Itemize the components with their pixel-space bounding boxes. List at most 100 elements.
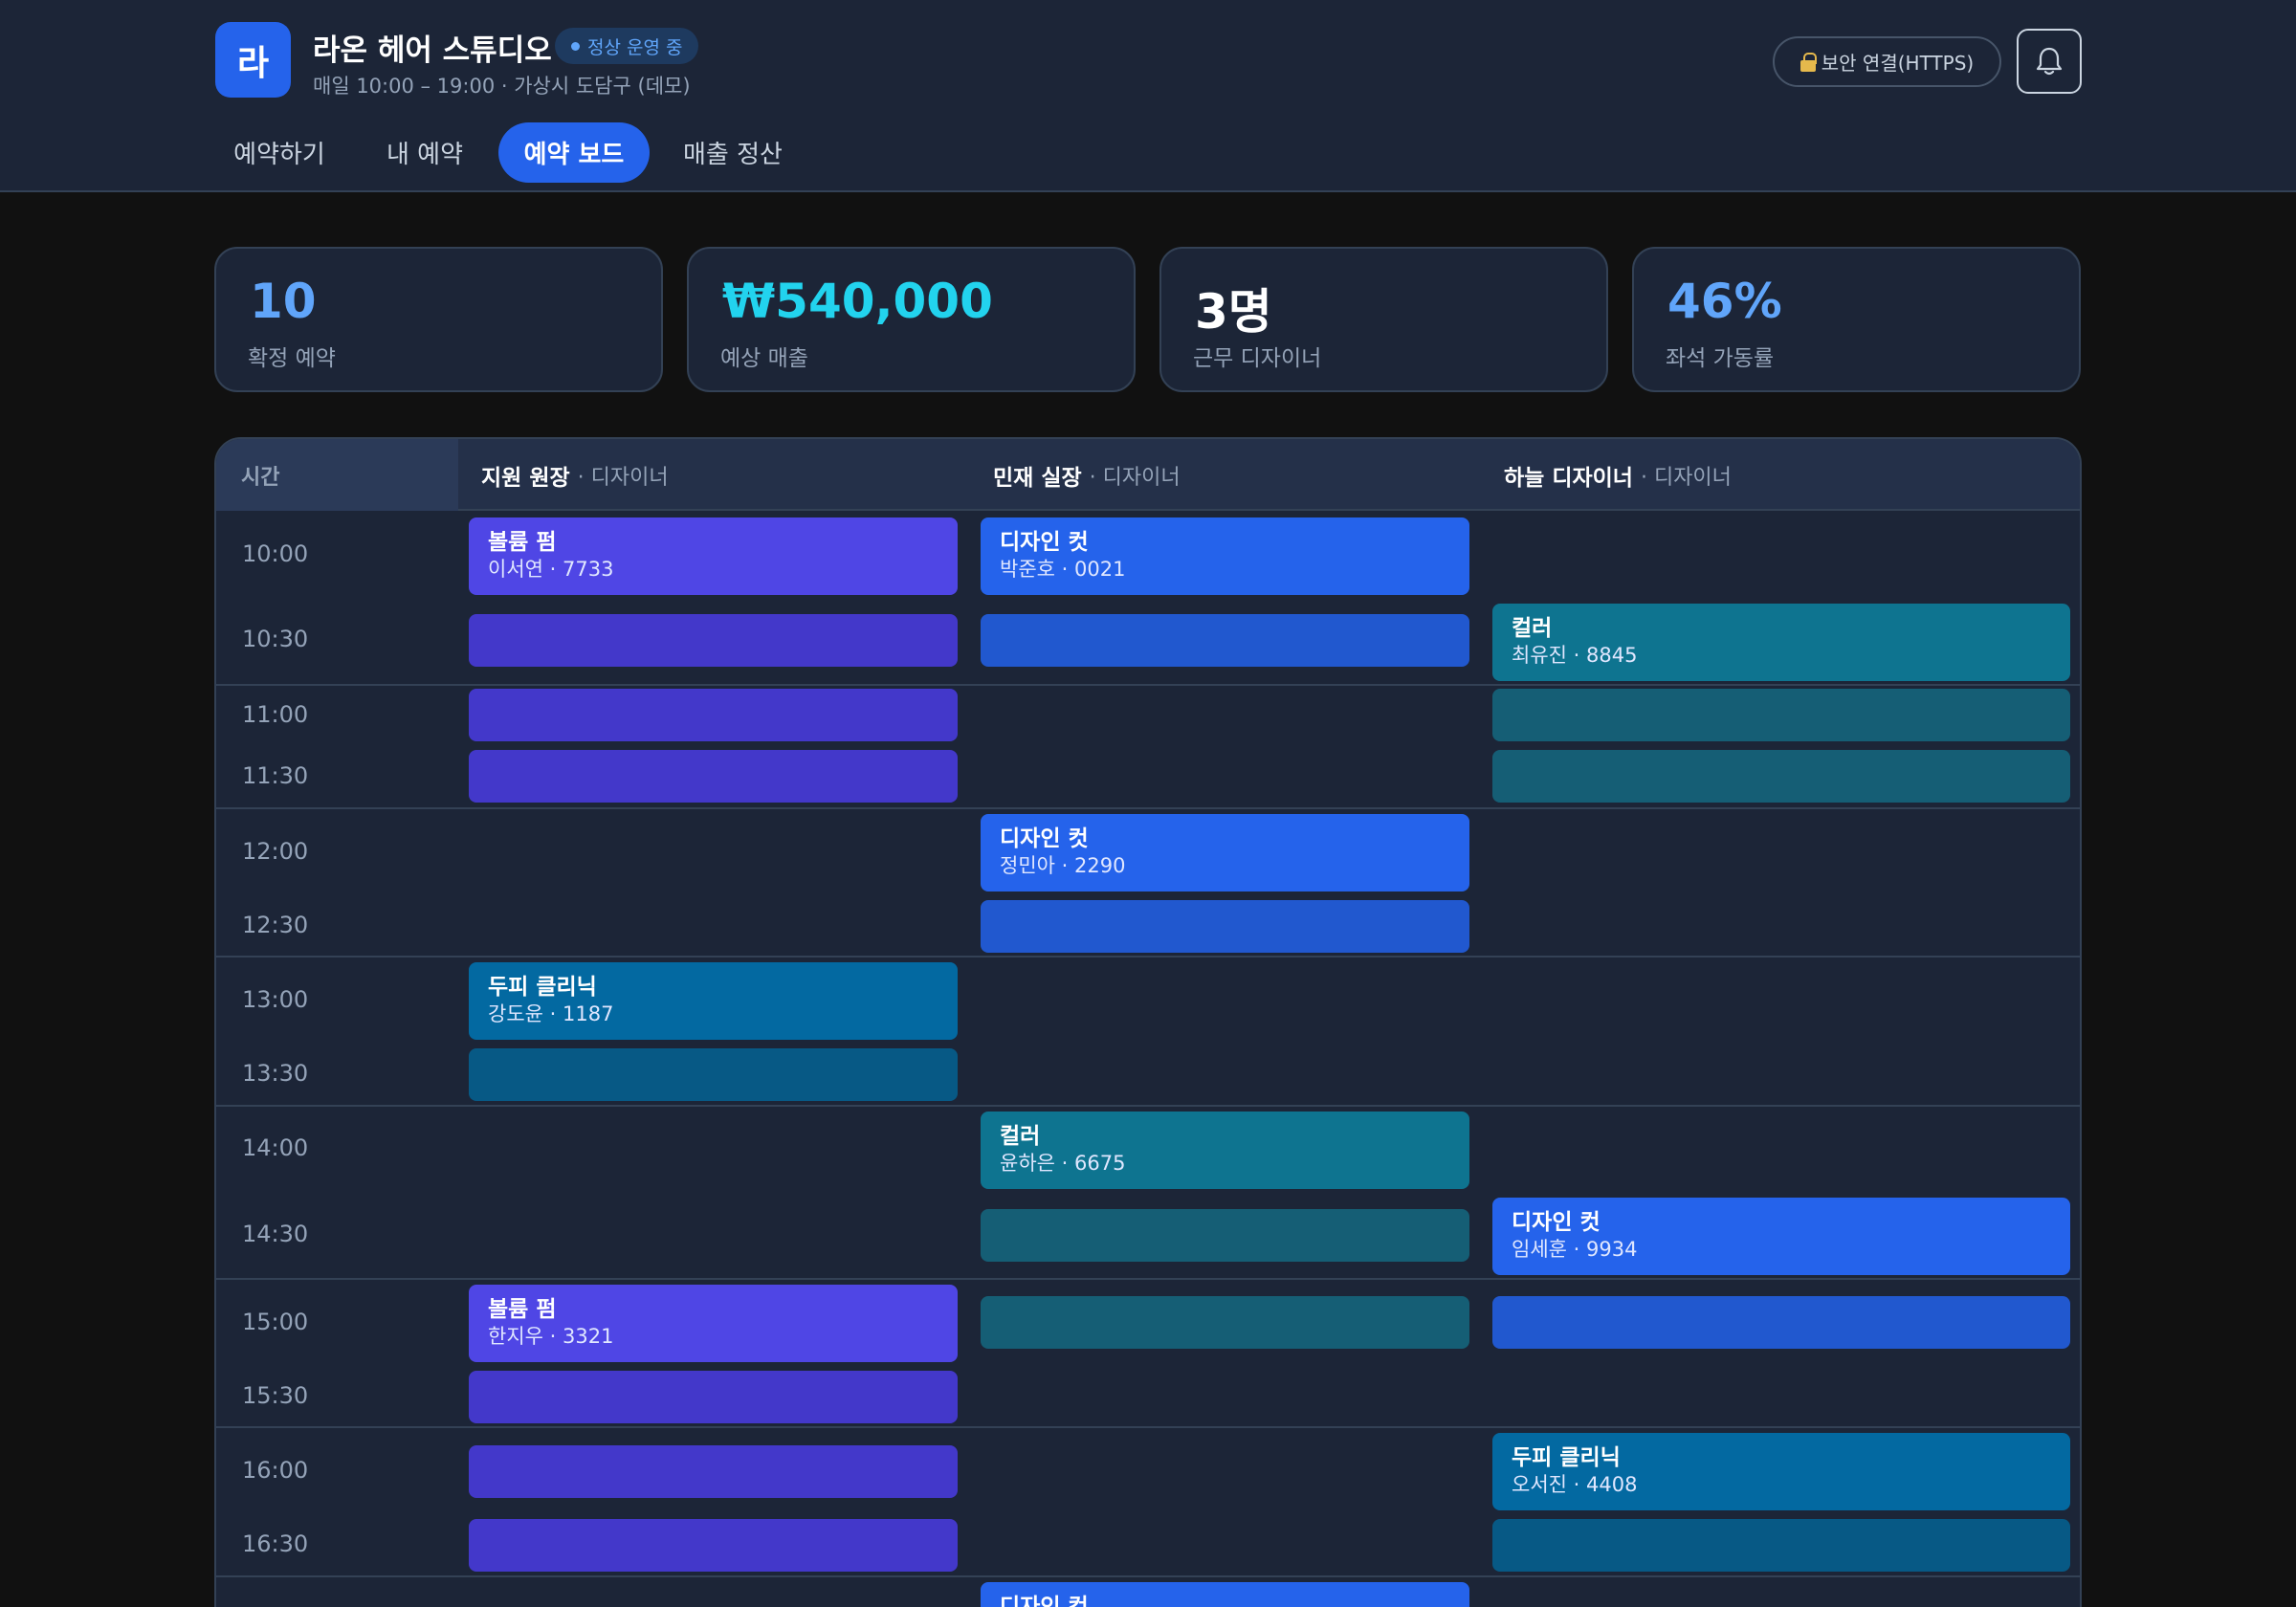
- board-header: 시간 지원 원장 · 디자이너 민재 실장 · 디자이너 하늘 디자이너 · 디…: [216, 439, 2080, 511]
- appointment-customer: 이서연 · 7733: [488, 558, 614, 581]
- app-header: 라 라온 헤어 스튜디오 정상 운영 중 매일 10:00 – 19:00 · …: [0, 0, 2296, 192]
- time-label: 16:00: [242, 1457, 309, 1484]
- stat-label: 확정 예약: [248, 346, 336, 371]
- stat-label: 근무 디자이너: [1193, 346, 1322, 371]
- designer-header: 하늘 디자이너 · 디자이너: [1504, 439, 1732, 511]
- appointment-customer: 최유진 · 8845: [1512, 644, 1638, 667]
- stat-label: 좌석 가동률: [1666, 346, 1775, 371]
- appointment-continuation[interactable]: [469, 689, 958, 741]
- appointment-continuation[interactable]: [469, 614, 958, 667]
- appointment-card[interactable]: 볼륨 펌 이서연 · 7733: [469, 517, 958, 595]
- secure-connection-label: 보안 연결(HTTPS): [1821, 52, 1975, 75]
- appointment-service: 디자인 컷: [1000, 1595, 1089, 1607]
- appointment-customer: 임세훈 · 9934: [1512, 1238, 1638, 1261]
- status-dot-icon: [571, 41, 580, 51]
- designer-role: · 디자이너: [577, 465, 669, 490]
- status-badge: 정상 운영 중: [555, 28, 699, 64]
- secure-connection-pill: 보안 연결(HTTPS): [1773, 36, 2001, 87]
- time-label: 13:30: [242, 1060, 309, 1087]
- designer-header: 민재 실장 · 디자이너: [993, 439, 1181, 511]
- hour-divider: [216, 1105, 2080, 1107]
- appointment-service: 컬러: [1512, 616, 1553, 641]
- hour-divider: [216, 807, 2080, 809]
- appointment-continuation[interactable]: [469, 1048, 958, 1101]
- notifications-button[interactable]: [2017, 29, 2082, 94]
- designer-name: 지원 원장: [481, 465, 570, 491]
- stat-value: 10: [250, 274, 317, 329]
- stat-label: 예상 매출: [720, 346, 808, 371]
- designer-name: 하늘 디자이너: [1504, 465, 1633, 491]
- time-label: 14:00: [242, 1134, 309, 1161]
- appointment-card[interactable]: 디자인 컷 임세훈 · 9934: [1492, 1198, 2070, 1275]
- appointment-customer: 강도윤 · 1187: [488, 1002, 614, 1025]
- time-label: 14:30: [242, 1221, 309, 1247]
- shop-name: 라온 헤어 스튜디오: [313, 33, 552, 68]
- tab-my-bookings[interactable]: 내 예약: [386, 141, 464, 169]
- appointment-service: 컬러: [1000, 1124, 1041, 1149]
- appointment-card[interactable]: 컬러 윤하은 · 6675: [981, 1112, 1469, 1189]
- appointment-card[interactable]: 두피 클리닉 강도윤 · 1187: [469, 962, 958, 1040]
- appointment-card[interactable]: 두피 클리닉 오서진 · 4408: [1492, 1433, 2070, 1510]
- appointment-service: 디자인 컷: [1000, 530, 1089, 555]
- time-label: 11:30: [242, 762, 309, 789]
- time-label: 12:00: [242, 838, 309, 865]
- appointment-continuation[interactable]: [469, 750, 958, 803]
- tab-sales-settlement[interactable]: 매출 정산: [683, 141, 783, 169]
- status-badge-label: 정상 운영 중: [587, 36, 683, 58]
- stat-value: 3명: [1195, 284, 1272, 340]
- appointment-continuation[interactable]: [1492, 689, 2070, 741]
- time-label: 10:00: [242, 540, 309, 567]
- appointment-card[interactable]: 디자인 컷: [981, 1582, 1469, 1607]
- appointment-service: 두피 클리닉: [488, 975, 597, 1000]
- appointment-customer: 박준호 · 0021: [1000, 558, 1126, 581]
- time-label: 15:00: [242, 1309, 309, 1335]
- appointment-service: 볼륨 펌: [488, 1297, 557, 1322]
- appointment-customer: 정민아 · 2290: [1000, 854, 1126, 877]
- time-label: 16:30: [242, 1530, 309, 1557]
- hour-divider: [216, 1426, 2080, 1428]
- appointment-continuation[interactable]: [981, 1296, 1469, 1349]
- time-label: 10:30: [242, 626, 309, 652]
- time-label: 12:30: [242, 912, 309, 938]
- shop-logo: 라: [215, 22, 291, 98]
- appointment-continuation[interactable]: [469, 1519, 958, 1572]
- stat-value: ₩540,000: [722, 274, 993, 329]
- lock-icon: [1799, 52, 1817, 72]
- appointment-continuation[interactable]: [981, 1209, 1469, 1262]
- time-label: 13:00: [242, 986, 309, 1013]
- hour-divider: [216, 1278, 2080, 1280]
- appointment-service: 두피 클리닉: [1512, 1445, 1621, 1470]
- tab-booking-board[interactable]: 예약 보드: [498, 122, 650, 183]
- stat-card-confirmed: 10 확정 예약: [214, 247, 663, 392]
- appointment-service: 볼륨 펌: [488, 530, 557, 555]
- appointment-customer: 윤하은 · 6675: [1000, 1152, 1126, 1175]
- appointment-card[interactable]: 볼륨 펌 한지우 · 3321: [469, 1285, 958, 1362]
- appointment-continuation[interactable]: [981, 614, 1469, 667]
- shop-meta: 매일 10:00 – 19:00 · 가상시 도담구 (데모): [313, 75, 691, 98]
- designer-role: · 디자이너: [1640, 465, 1732, 490]
- hour-divider: [216, 956, 2080, 958]
- hour-divider: [216, 1575, 2080, 1577]
- appointment-continuation[interactable]: [469, 1445, 958, 1498]
- appointment-continuation[interactable]: [1492, 750, 2070, 803]
- appointment-continuation[interactable]: [469, 1371, 958, 1423]
- designer-header: 지원 원장 · 디자이너: [481, 439, 669, 511]
- appointment-customer: 오서진 · 4408: [1512, 1473, 1638, 1496]
- appointment-service: 디자인 컷: [1000, 826, 1089, 851]
- stat-card-revenue: ₩540,000 예상 매출: [687, 247, 1136, 392]
- stat-value: 46%: [1667, 274, 1782, 329]
- appointment-card[interactable]: 디자인 컷 정민아 · 2290: [981, 814, 1469, 892]
- appointment-continuation[interactable]: [1492, 1519, 2070, 1572]
- stat-card-utilization: 46% 좌석 가동률: [1632, 247, 2081, 392]
- appointment-continuation[interactable]: [1492, 1296, 2070, 1349]
- appointment-card[interactable]: 디자인 컷 박준호 · 0021: [981, 517, 1469, 595]
- stat-card-designers: 3명 근무 디자이너: [1159, 247, 1608, 392]
- appointment-continuation[interactable]: [981, 900, 1469, 953]
- appointment-customer: 한지우 · 3321: [488, 1325, 614, 1348]
- appointment-card[interactable]: 컬러 최유진 · 8845: [1492, 604, 2070, 681]
- time-label: 11:00: [242, 701, 309, 728]
- time-column-header: 시간: [216, 439, 458, 511]
- appointment-service: 디자인 컷: [1512, 1210, 1601, 1235]
- hour-divider: [216, 684, 2080, 686]
- tab-booking[interactable]: 예약하기: [233, 141, 325, 169]
